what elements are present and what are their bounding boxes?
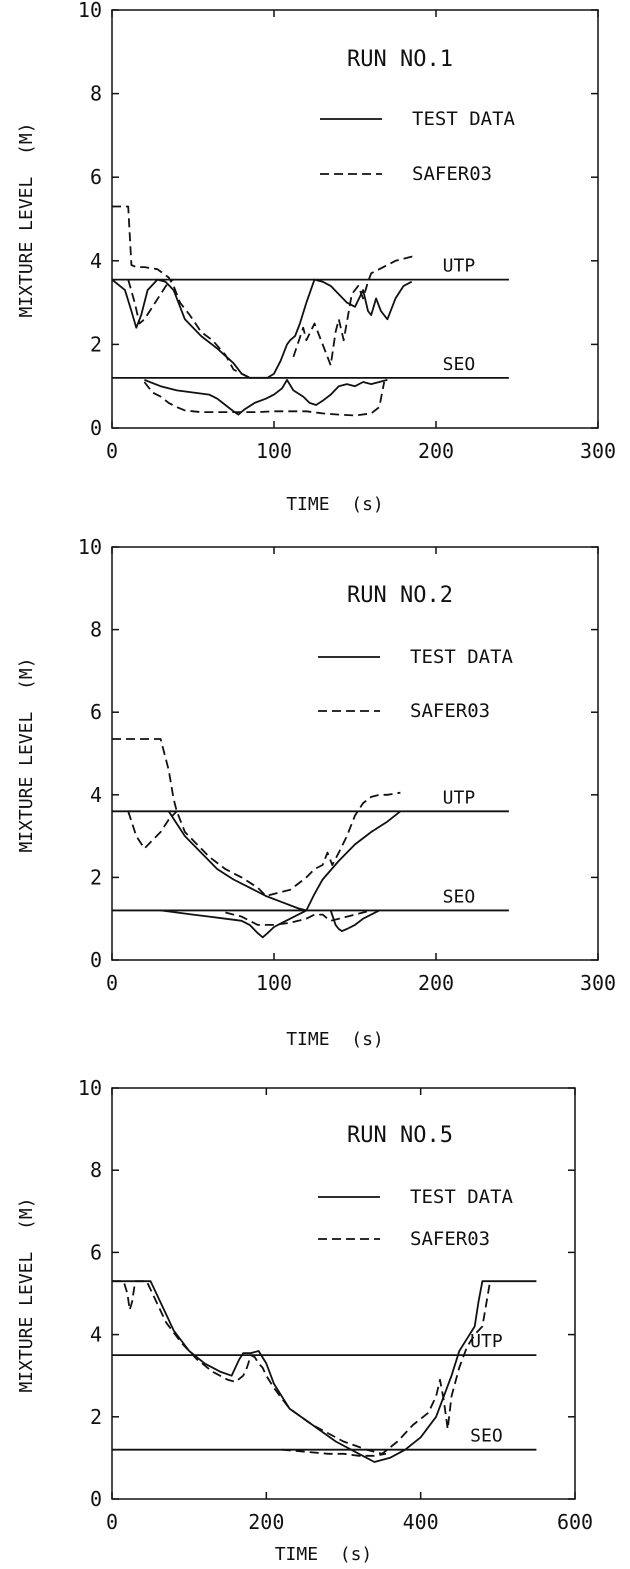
test-data-series-line [112,1280,537,1463]
y-tick-label: 6 [90,700,102,724]
x-tick-label: 0 [106,439,118,463]
safer03-series-line [112,1280,491,1455]
y-tick-label: 0 [90,416,102,440]
y-tick-label: 8 [90,618,102,642]
x-tick-label: 400 [403,1510,439,1534]
x-tick-label: 100 [256,439,292,463]
x-axis-label: TIME (s) [286,1029,384,1050]
y-tick-label: 0 [90,948,102,972]
safer03-series-line [112,205,251,379]
chart-title: RUN NO.5 [347,1123,453,1148]
y-tick-label: 4 [90,783,102,807]
y-tick-label: 10 [78,1076,102,1100]
plot-frame [111,546,599,961]
legend-label: SAFER03 [410,700,490,722]
legend-label: TEST DATA [410,646,514,668]
chart-title: RUN NO.1 [347,47,453,72]
x-tick-label: 300 [580,439,616,463]
y-tick-label: 6 [90,1240,102,1264]
x-tick-label: 600 [557,1510,593,1534]
test-data-series-line [167,810,401,912]
y-tick-label: 4 [90,249,102,273]
test-data-series-line [329,909,380,932]
x-tick-label: 100 [256,971,292,995]
safer03-series-line [281,1448,387,1457]
safer03-series-line [127,278,174,325]
reference-label-seo: SEO [443,354,476,375]
reference-label-seo: SEO [470,1426,503,1447]
legend-label: TEST DATA [412,108,516,130]
y-tick-label: 2 [90,1405,102,1429]
y-tick-label: 2 [90,332,102,356]
y-axis-label: MIXTURE LEVEL (M) [16,1197,37,1392]
reference-label-utp: UTP [443,787,476,808]
y-tick-label: 10 [78,535,102,559]
y-tick-label: 6 [90,165,102,189]
safer03-series-line [225,909,372,926]
y-axis-label: MIXTURE LEVEL (M) [16,657,37,852]
legend-label: SAFER03 [412,163,492,185]
test-data-series-line [144,378,388,416]
reference-label-seo: SEO [443,886,476,907]
x-tick-label: 300 [580,971,616,995]
plot-frame [111,9,599,429]
chart-panel-3: 0 2 4 6 8 10 0 200 400 600 TIME (s) MIXTURE LEVEL (… [16,1076,593,1565]
x-tick-label: 200 [418,439,454,463]
y-tick-label: 4 [90,1323,102,1347]
reference-label-utp: UTP [470,1331,503,1352]
x-tick-label: 200 [248,1510,284,1534]
y-axis-label: MIXTURE LEVEL (M) [16,122,37,317]
safer03-series-line [143,381,386,417]
y-tick-label: 10 [78,0,102,22]
safer03-series-line [292,255,417,367]
safer03-series-line [127,810,178,850]
safer03-series-line [112,738,401,897]
legend-label: TEST DATA [410,1186,514,1208]
y-tick-label: 8 [90,82,102,106]
x-tick-label: 200 [418,971,454,995]
chart-title: RUN NO.2 [347,583,453,608]
y-tick-label: 2 [90,865,102,889]
plot-frame [111,1087,576,1500]
reference-label-utp: UTP [443,256,476,277]
x-axis-label: TIME (s) [286,494,384,515]
x-tick-label: 0 [106,971,118,995]
y-tick-label: 8 [90,1158,102,1182]
legend-label: SAFER03 [410,1228,490,1250]
y-tick-label: 0 [90,1487,102,1511]
test-data-series-line [160,909,307,939]
x-tick-label: 0 [106,1510,118,1534]
test-data-series-line [111,278,413,379]
x-axis-label: TIME (s) [275,1544,373,1565]
